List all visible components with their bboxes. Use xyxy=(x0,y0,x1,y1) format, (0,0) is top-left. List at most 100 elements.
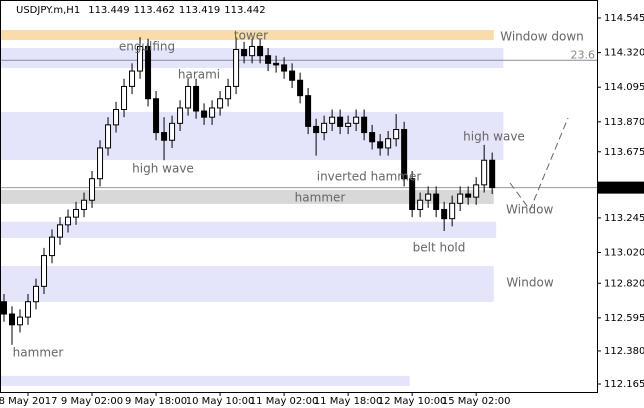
candle-body xyxy=(481,159,488,186)
candle-body xyxy=(489,159,496,189)
candle-body xyxy=(449,202,456,220)
candle-body xyxy=(241,49,248,57)
candle-body xyxy=(337,116,344,127)
candle-body xyxy=(457,193,464,204)
price-tag xyxy=(597,181,644,194)
candle-body xyxy=(41,255,48,287)
candle-body xyxy=(169,122,176,141)
candle-body xyxy=(369,132,376,143)
candle-body xyxy=(81,199,88,210)
candle-body xyxy=(233,49,240,87)
x-tick-label: 8 May 2017 xyxy=(0,396,57,407)
annotation: high wave xyxy=(132,162,194,176)
x-tick-label: 11 May 18:00 xyxy=(314,396,383,407)
zone xyxy=(0,29,494,40)
candle-body xyxy=(281,64,288,72)
candle-body xyxy=(265,55,272,64)
x-tick-label: 9 May 18:00 xyxy=(125,396,187,407)
zone xyxy=(0,375,410,386)
candle-body xyxy=(25,301,32,318)
annotation: Window down xyxy=(500,30,584,44)
title: USDJPY.m,H1 113.449 113.462 113.419 113.442 xyxy=(16,5,266,16)
frame xyxy=(0,0,598,393)
candle-body xyxy=(145,45,152,100)
candle-body xyxy=(225,85,232,100)
annotation: hammer xyxy=(295,191,346,205)
candle-body xyxy=(129,70,136,87)
candle-body xyxy=(401,128,408,180)
y-tick-label: 112.165 xyxy=(604,379,644,390)
candle-body xyxy=(289,70,296,81)
x-tick-label: 9 May 02:00 xyxy=(61,396,123,407)
candle-body xyxy=(353,116,360,124)
candle-body xyxy=(273,62,280,66)
candle-body xyxy=(201,110,208,118)
candle-body xyxy=(305,95,312,127)
candle-body xyxy=(121,85,128,110)
projection xyxy=(509,117,569,212)
price-tag-label: 113.442 xyxy=(604,183,644,194)
candle-body xyxy=(217,98,224,109)
ohlc-value: 113.449 xyxy=(88,5,129,16)
annotation: harami xyxy=(178,68,220,82)
candle-body xyxy=(153,98,160,134)
annotation: high wave xyxy=(463,130,525,144)
candle-body xyxy=(345,122,352,127)
candle-body xyxy=(473,184,480,198)
candle-body xyxy=(1,301,8,315)
y-tick-label: 114.095 xyxy=(604,82,644,93)
y-tick-label: 113.245 xyxy=(604,213,644,224)
y-tick-label: 112.595 xyxy=(604,313,644,324)
zone xyxy=(0,265,494,302)
candle-body xyxy=(417,199,424,210)
candle-body xyxy=(433,193,440,210)
candle-body xyxy=(65,216,72,226)
candle-body xyxy=(33,285,40,303)
ohlc-value: 113.419 xyxy=(179,5,220,16)
candle-body xyxy=(425,193,432,201)
y-tick-label: 113.870 xyxy=(604,117,644,128)
annotation: belt hold xyxy=(413,241,466,255)
candle-body xyxy=(9,313,16,326)
candle-body xyxy=(113,108,120,126)
candle-body xyxy=(409,178,416,210)
candle-body xyxy=(297,79,304,97)
x-tick-label: 11 May 02:00 xyxy=(250,396,319,407)
annotation: Window xyxy=(506,276,554,290)
y-tick-label: 113.020 xyxy=(604,248,644,259)
annotation: tower xyxy=(234,29,268,43)
candle-body xyxy=(361,116,368,134)
candle-body xyxy=(193,85,200,112)
ohlc-value: 113.462 xyxy=(134,5,175,16)
candle-body xyxy=(209,107,216,118)
candle-body xyxy=(249,45,256,57)
y-tick-label: 114.545 xyxy=(604,13,644,24)
x-tick-label: 12 May 10:00 xyxy=(378,396,447,407)
annotation: hammer xyxy=(13,346,64,360)
x-tick-label: 10 May 10:00 xyxy=(186,396,255,407)
y-tick-label: 112.380 xyxy=(604,346,644,357)
zone xyxy=(0,221,497,238)
candle-body xyxy=(257,45,264,57)
candle-body xyxy=(465,193,472,198)
candle-body xyxy=(49,236,56,257)
zone xyxy=(0,111,504,160)
candle-body xyxy=(329,116,336,124)
candle-body xyxy=(393,128,400,140)
y-tick-label: 114.320 xyxy=(604,48,644,59)
zone xyxy=(0,189,494,204)
x-tick-label: 15 May 02:00 xyxy=(442,396,511,407)
symbol: USDJPY.m,H1 xyxy=(16,5,80,16)
candle-body xyxy=(321,122,328,134)
candle-body xyxy=(377,141,384,149)
y-tick-label: 112.820 xyxy=(604,278,644,289)
candle-body xyxy=(313,125,320,134)
ohlc-value: 113.442 xyxy=(224,5,265,16)
candle-body xyxy=(89,178,96,201)
candle-body xyxy=(17,316,24,326)
plot-area: 23.6 xyxy=(0,29,597,386)
annotation: Window xyxy=(506,203,554,217)
annotation: inverted hammer xyxy=(317,170,422,184)
